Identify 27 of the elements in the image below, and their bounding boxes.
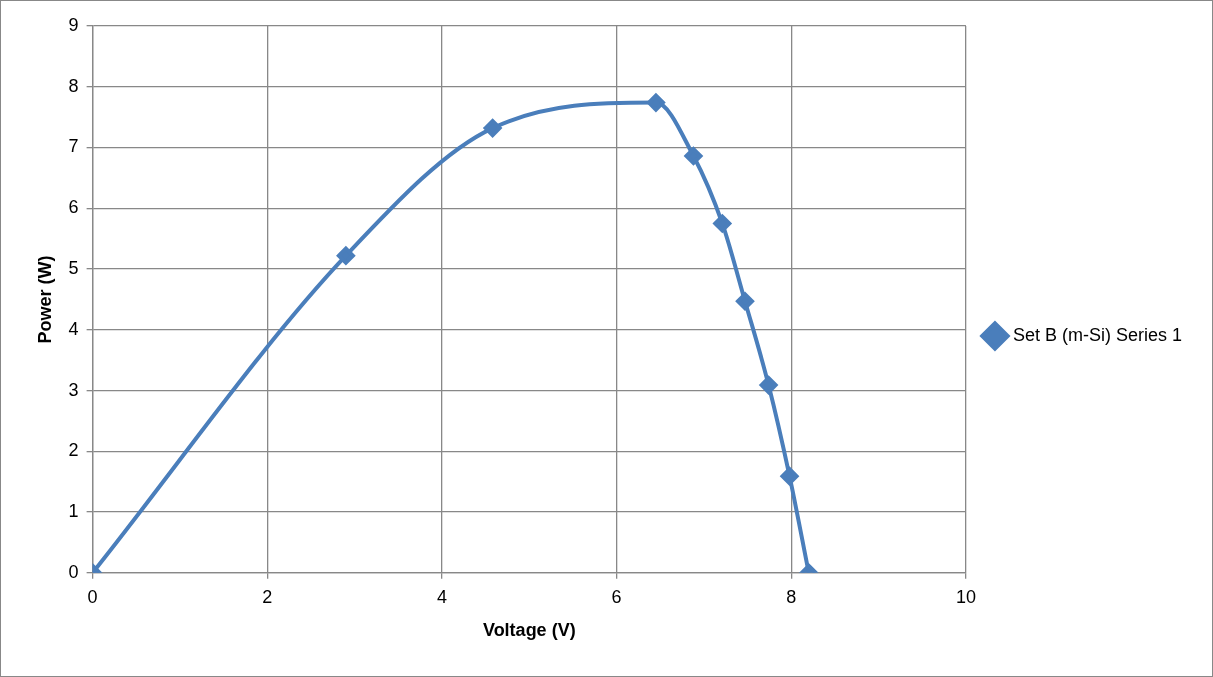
point <box>713 214 732 233</box>
y-tick-label: 1 <box>68 501 79 522</box>
y-tick-label: 8 <box>68 75 79 96</box>
y-tick-label: 9 <box>68 14 79 35</box>
x-tick-label: 0 <box>87 586 98 607</box>
point <box>646 93 665 112</box>
legend-label: Set B (m-Si) Series 1 <box>1012 324 1183 345</box>
y-tick-label: 7 <box>68 136 79 157</box>
point <box>483 119 502 138</box>
y-tick-label: 2 <box>68 440 79 461</box>
point <box>759 376 778 395</box>
y-tick-label: 0 <box>68 561 79 582</box>
x-tick-label: 10 <box>955 586 976 607</box>
y-axis-title: Power (W) <box>34 255 55 344</box>
x-axis-title: Voltage (V) <box>482 620 576 641</box>
point <box>336 246 355 265</box>
y-tick-label: 4 <box>68 318 79 339</box>
x-tick-label: 8 <box>786 586 797 607</box>
x-tick-label: 4 <box>436 586 447 607</box>
y-tick-label: 6 <box>68 197 79 218</box>
y-tick-label: 5 <box>68 257 79 278</box>
point <box>780 467 799 486</box>
x-tick-label: 6 <box>611 586 622 607</box>
point <box>684 147 703 166</box>
point <box>736 292 754 311</box>
x-tick-label: 2 <box>262 586 273 607</box>
y-tick-label: 3 <box>68 379 79 400</box>
